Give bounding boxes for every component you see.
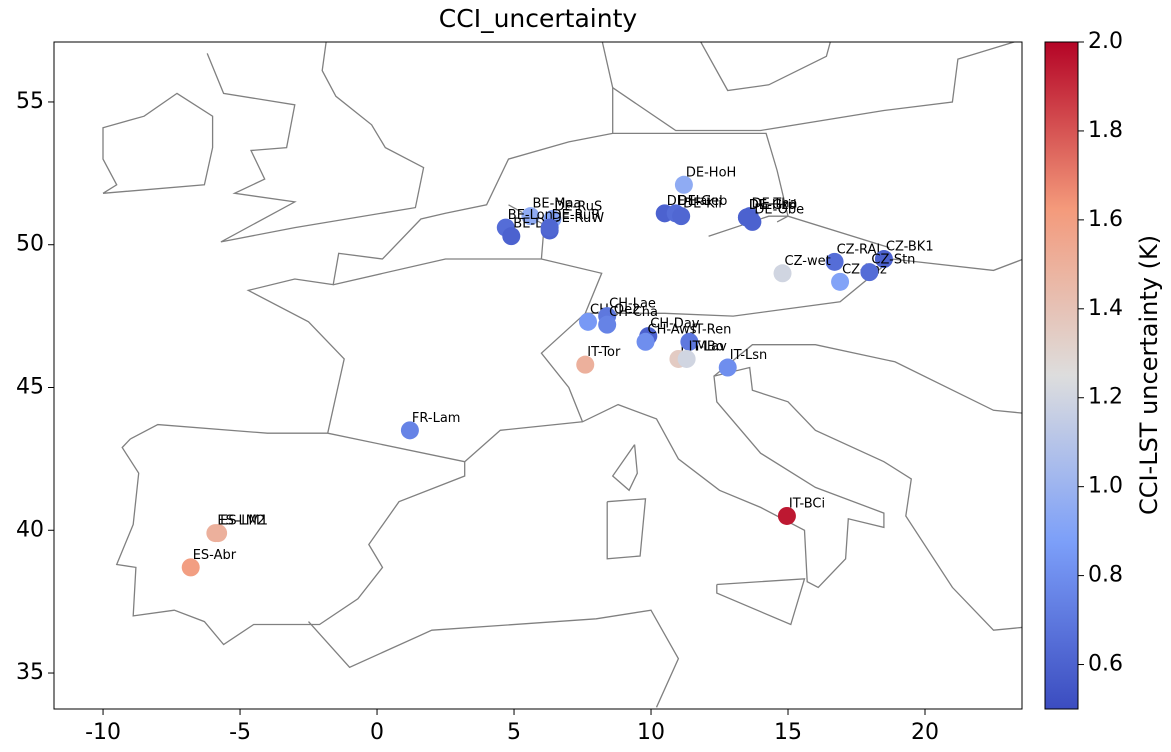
station-label: CH-Aws (648, 322, 697, 337)
station-point (674, 175, 693, 194)
station-point (718, 358, 737, 377)
colorbar-tick-label: 1.2 (1088, 385, 1123, 410)
station-point (860, 263, 879, 282)
station-point (206, 524, 225, 543)
x-tick-label: 10 (637, 720, 665, 745)
y-tick-label: 50 (16, 232, 44, 257)
station-point (743, 212, 762, 231)
station-point (672, 207, 691, 226)
coastline (713, 344, 1022, 414)
station-point (636, 332, 655, 351)
x-tick-label: 0 (370, 720, 384, 745)
station-label: IT-Lsn (730, 348, 768, 363)
station-point (831, 272, 850, 291)
colorbar (1044, 41, 1079, 710)
coastline (333, 258, 603, 423)
coastline (716, 578, 806, 626)
y-tick-label: 55 (16, 89, 44, 114)
station-point (777, 506, 796, 525)
station-point (680, 332, 699, 351)
station-label: DE-RuS (554, 200, 602, 215)
coastline (464, 366, 1022, 631)
colorbar-tick-label: 0.6 (1088, 652, 1123, 677)
x-tick-label: -10 (85, 720, 121, 745)
station-point (181, 558, 200, 577)
x-tick-label: 20 (911, 720, 939, 745)
station-label: DE-Obe (754, 202, 804, 217)
station-label: CZ-Stn (871, 253, 915, 268)
y-tick-label: 45 (16, 374, 44, 399)
station-point (521, 207, 540, 226)
colorbar-label: CCI-LST uncertainty (K) (1135, 235, 1163, 515)
station-point (825, 252, 844, 271)
x-tick-label: -5 (229, 720, 251, 745)
coastline (246, 42, 614, 434)
coastline (612, 132, 789, 223)
coastline (611, 444, 638, 492)
station-label: CH-Cha (609, 305, 658, 320)
station-label: CH-Lae (609, 297, 656, 312)
station-label: DE-Geb (678, 194, 728, 209)
colorbar-tick-label: 2.0 (1088, 29, 1123, 54)
station-label: ES-LM2 (217, 514, 265, 529)
station-label: IT-Ren (691, 322, 731, 337)
colorbar-tick-label: 1.0 (1088, 474, 1123, 499)
coastline (115, 423, 466, 646)
y-tick-label: 35 (16, 660, 44, 685)
colorbar-tick-label: 1.4 (1088, 296, 1123, 321)
station-label: DE-RuW (552, 211, 605, 226)
station-point (576, 355, 595, 374)
station-point (502, 227, 521, 246)
coastline (700, 42, 832, 92)
station-label: BE-Lon (508, 208, 553, 223)
station-point (874, 250, 893, 269)
station-label: CZ-RAJ (837, 242, 881, 257)
coastline (308, 609, 680, 708)
station-label: BE-Maa (532, 197, 581, 212)
station-label: IT-Lav (689, 339, 727, 354)
station-label: DE-Hzd (749, 198, 797, 213)
station-label: DE-Gri (749, 198, 791, 213)
station-point (400, 421, 419, 440)
coastline (606, 498, 647, 560)
y-tick-label: 40 (16, 517, 44, 542)
station-point (773, 264, 792, 283)
x-tick-label: 15 (774, 720, 802, 745)
plot-frame (53, 41, 1023, 710)
coastline (612, 42, 1017, 132)
station-point (677, 349, 696, 368)
station-label: ES-Abr (193, 548, 237, 563)
colorbar-tick-label: 1.6 (1088, 207, 1123, 232)
station-label: IT-Tor (587, 345, 621, 360)
station-label: ES-LM1 (220, 514, 268, 529)
station-label: CZ-BK1 (886, 240, 934, 255)
coastline (585, 258, 1022, 317)
colorbar-tick-label: 0.8 (1088, 563, 1123, 588)
station-point (540, 218, 559, 237)
station-label: DE-Kli (683, 197, 722, 212)
coastline (206, 42, 425, 243)
coastline (708, 215, 890, 249)
station-label: DE-Tha (752, 197, 798, 212)
station-point (598, 315, 617, 334)
station-label: CZ-wet (785, 254, 831, 269)
x-tick-label: 5 (507, 720, 521, 745)
station-label: FR-Lam (412, 411, 461, 426)
station-label: IT-BCi (789, 496, 825, 511)
chart-title: CCI_uncertainty (439, 4, 638, 33)
map-outlines (102, 42, 1022, 708)
station-label: DE-RuR (552, 208, 601, 223)
station-label: CH-Dav (650, 317, 700, 332)
coastline (102, 92, 214, 194)
station-point (579, 312, 598, 331)
colorbar-tick-label: 1.8 (1088, 118, 1123, 143)
station-label: DE-HoH (686, 165, 736, 180)
